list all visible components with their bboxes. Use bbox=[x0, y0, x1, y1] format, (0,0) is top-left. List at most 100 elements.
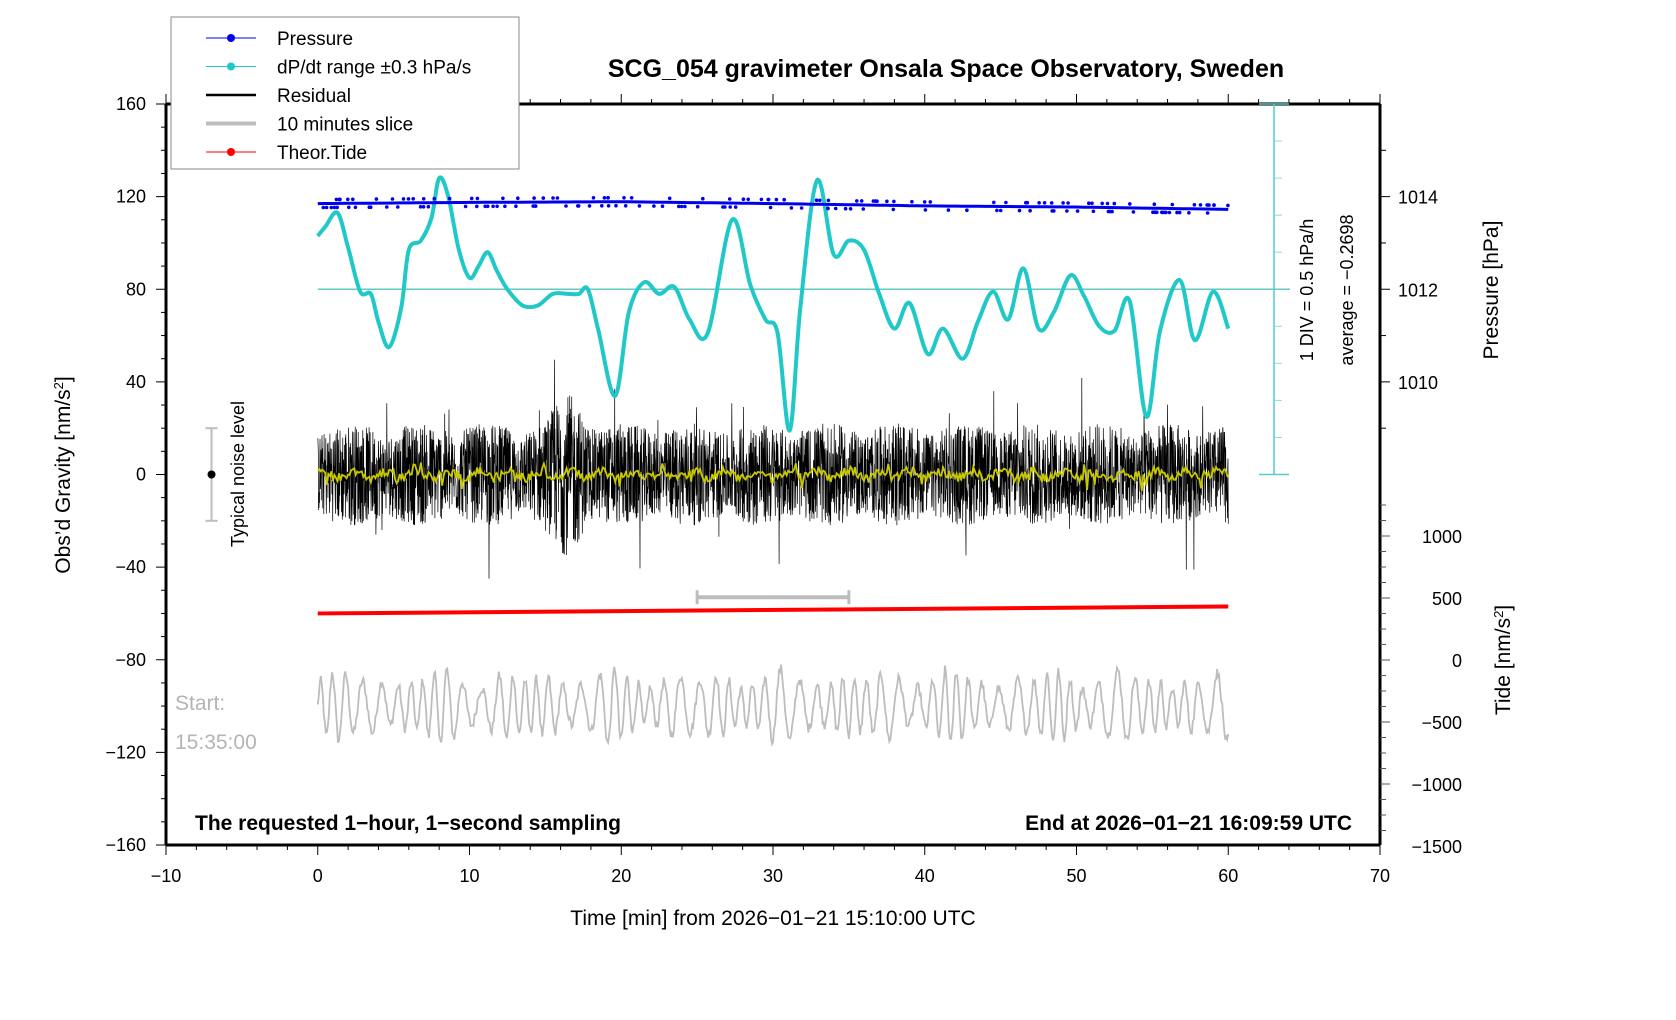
start-time-label: 15:35:00 bbox=[175, 731, 257, 754]
pressure-point bbox=[1162, 210, 1167, 215]
noise-bar-center bbox=[207, 470, 216, 479]
pressure-point bbox=[799, 206, 804, 210]
legend-swatch-dot bbox=[227, 62, 235, 71]
pressure-point bbox=[746, 197, 750, 202]
pressure-point bbox=[891, 207, 896, 212]
x-tick-label: 40 bbox=[915, 866, 935, 886]
pressure-point bbox=[1025, 200, 1030, 205]
tide-tick-label: −500 bbox=[1421, 713, 1462, 733]
pressure-point bbox=[992, 200, 996, 205]
pressure-point bbox=[629, 196, 634, 200]
pressure-point bbox=[533, 204, 538, 208]
pressure-point bbox=[587, 204, 592, 208]
pressure-point bbox=[1112, 201, 1117, 206]
y-tick-label: 40 bbox=[126, 372, 146, 392]
pressure-point bbox=[351, 197, 355, 202]
legend-swatch-dot bbox=[227, 148, 235, 156]
tide-tick-labels: 1000 500 0 −500 −1000 −1500 bbox=[1411, 527, 1462, 857]
y-tick-label: −160 bbox=[105, 835, 146, 855]
pressure-point bbox=[1108, 209, 1112, 214]
pressure-point bbox=[928, 200, 933, 204]
tide-tick-label: −1500 bbox=[1411, 837, 1462, 857]
pressure-point bbox=[946, 208, 951, 212]
pressure-point bbox=[551, 196, 555, 200]
x-tick-label: −10 bbox=[151, 866, 182, 886]
pressure-point bbox=[667, 196, 672, 201]
legend-label: 10 minutes slice bbox=[277, 115, 413, 136]
x-tick-label: 60 bbox=[1218, 866, 1238, 886]
pressure-point bbox=[683, 204, 687, 209]
pressure-point bbox=[910, 199, 914, 204]
pressure-point bbox=[1100, 201, 1104, 206]
pressure-point bbox=[532, 196, 536, 200]
pressure-point bbox=[396, 205, 400, 209]
y-axis-label-sup: 2 bbox=[51, 382, 66, 389]
pressure-point bbox=[475, 204, 479, 209]
tide-line bbox=[317, 604, 1229, 616]
pressure-point bbox=[660, 204, 665, 208]
pressure-point bbox=[922, 200, 927, 204]
pressure-point bbox=[1004, 200, 1008, 205]
pressure-point bbox=[411, 197, 416, 201]
pressure-point bbox=[347, 205, 351, 210]
pressure-point bbox=[1075, 209, 1080, 213]
pressure-point bbox=[1226, 203, 1230, 208]
pressure-point bbox=[923, 208, 928, 212]
pressure-point bbox=[1065, 209, 1069, 213]
pressure-point bbox=[421, 205, 426, 209]
pressure-point bbox=[447, 196, 452, 201]
pressure-point bbox=[1061, 201, 1065, 205]
x-tick-label: 20 bbox=[611, 866, 631, 886]
tide-axis-label-close: ] bbox=[1492, 605, 1515, 611]
x-tick-label: 50 bbox=[1066, 866, 1086, 886]
dpdt-line bbox=[316, 175, 1231, 433]
pressure-point bbox=[516, 196, 520, 200]
y-tick-label: −120 bbox=[105, 742, 146, 762]
pressure-point bbox=[1205, 211, 1210, 215]
pressure-point bbox=[622, 196, 626, 200]
pressure-point bbox=[871, 199, 876, 203]
pressure-point bbox=[1037, 201, 1041, 205]
pressure-point bbox=[418, 205, 423, 209]
pressure-point bbox=[1090, 201, 1094, 206]
pressure-point bbox=[728, 205, 732, 209]
pressure-point bbox=[679, 204, 684, 209]
pressure-point bbox=[1212, 203, 1216, 207]
pressure-point bbox=[475, 196, 480, 201]
pressure-point bbox=[1192, 203, 1197, 207]
pressure-point bbox=[701, 196, 705, 201]
pressure-point bbox=[892, 199, 896, 204]
pressure-point bbox=[759, 197, 764, 202]
pressure-point bbox=[555, 196, 560, 200]
legend-swatch-dot bbox=[227, 34, 235, 42]
pressure-point bbox=[332, 205, 337, 210]
noise-level-label: Typical noise level bbox=[228, 401, 248, 547]
y-tick-label: −80 bbox=[115, 650, 146, 670]
pressure-tick-label: 1010 bbox=[1398, 373, 1438, 393]
pressure-point bbox=[965, 208, 969, 212]
pressure-point bbox=[741, 197, 746, 201]
pressure-point bbox=[324, 205, 329, 210]
x-axis-label: Time [min] from 2026−01−21 15:10:00 UTC bbox=[570, 907, 975, 930]
tide-axis-label-sup: 2 bbox=[1491, 611, 1506, 618]
pressure-point bbox=[826, 198, 831, 203]
pressure-point bbox=[432, 196, 437, 201]
y-axis-label: Obs’d Gravity [nm/s2] bbox=[51, 376, 76, 573]
pressure-point bbox=[1049, 201, 1054, 205]
y-tick-label: 120 bbox=[116, 187, 146, 207]
pressure-point bbox=[591, 196, 596, 200]
pressure-point bbox=[768, 205, 773, 210]
slice-marker bbox=[695, 590, 851, 605]
pressure-point bbox=[491, 204, 495, 209]
pressure-point bbox=[1050, 209, 1054, 213]
pressure-point bbox=[421, 197, 426, 201]
pressure-point bbox=[1028, 208, 1032, 213]
legend-box bbox=[170, 16, 520, 170]
chart-title: SCG_054 gravimeter Onsala Space Observat… bbox=[608, 55, 1284, 83]
pressure-point bbox=[600, 204, 604, 208]
pressure-point bbox=[789, 206, 794, 210]
y-tick-label: 0 bbox=[136, 465, 146, 485]
pressure-point bbox=[1105, 201, 1110, 206]
pressure-point bbox=[1152, 202, 1157, 206]
pressure-point bbox=[814, 198, 819, 202]
